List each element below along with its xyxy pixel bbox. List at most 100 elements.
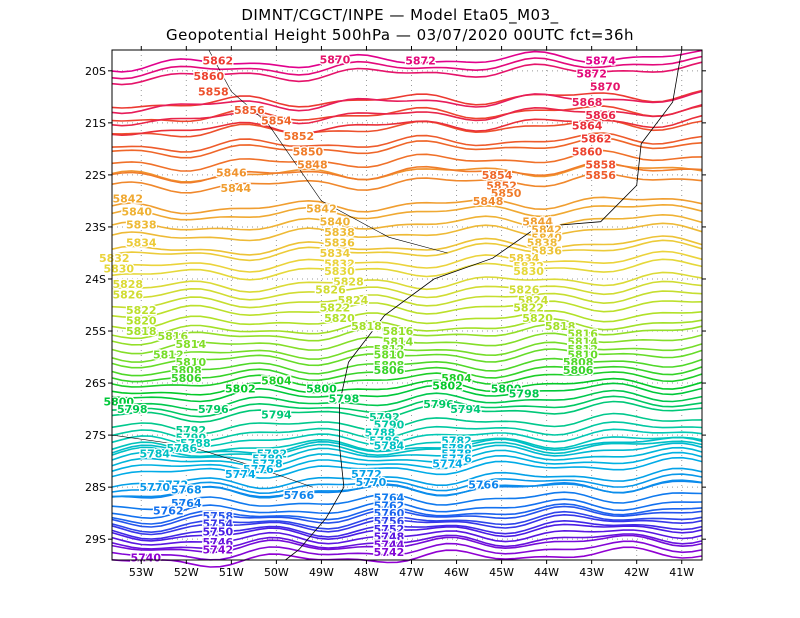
contour-label: 5858 (198, 86, 229, 99)
contour-line-5778 (111, 446, 703, 468)
x-tick-label: 52W (174, 566, 199, 579)
contour-line-5788 (111, 428, 703, 448)
contour-label: 5808 (374, 359, 405, 372)
contour-label: 5842 (306, 203, 337, 216)
contour-label: 5830 (324, 265, 355, 278)
contour-line-5768 (111, 479, 703, 499)
contour-label: 5796 (198, 403, 229, 416)
contour-line-5810 (111, 348, 703, 369)
contour-line-5832 (111, 250, 703, 273)
contour-line-5820 (111, 309, 703, 330)
contour-label: 5812 (153, 348, 184, 361)
contour-label: 5800 (306, 382, 337, 395)
contour-label: 5778 (441, 447, 472, 460)
contour-label: 5770 (356, 476, 387, 489)
contour-label: 5808 (563, 356, 594, 369)
contour-line-5824 (111, 290, 703, 309)
contour-line-5780 (111, 442, 703, 462)
contour-label: 5792 (176, 424, 207, 437)
contour-label: 5772 (351, 468, 382, 481)
contour-line-5862 (111, 89, 703, 109)
contour-label: 5800 (103, 395, 134, 408)
contour-label: 5840 (121, 205, 152, 218)
chart-title-line2: Geopotential Height 500hPa — 03/07/2020 … (166, 26, 634, 44)
contour-label: 5772 (157, 479, 188, 492)
contour-line-5742 (111, 540, 703, 561)
contour-label: 5800 (491, 382, 522, 395)
contour-label: 5784 (374, 440, 405, 453)
contour-label: 5764 (171, 497, 202, 510)
contour-line-5834 (111, 239, 703, 262)
y-axis: 20S 21S 22S 23S 24S 25S 26S 27S 28S 29S (85, 65, 706, 546)
contour-label: 5796 (423, 398, 454, 411)
contour-line-5750 (111, 523, 703, 542)
contour-line-5756 (111, 510, 703, 534)
contour-label: 5804 (441, 372, 472, 385)
x-axis: 53W 52W 51W 50W 49W 48W 47W 46W 45W 44W 43W 42W 41W (129, 46, 694, 579)
contour-label: 5832 (513, 260, 544, 273)
contour-label: 5812 (567, 343, 598, 356)
contour-label: 5848 (297, 158, 328, 171)
contour-labels: 5874587258705872587058685866586458625860… (98, 52, 622, 566)
state-border (208, 49, 448, 254)
contour-label: 5806 (374, 364, 405, 377)
contour-label: 5812 (374, 343, 405, 356)
contour-label: 5838 (324, 226, 355, 239)
contour-label: 5840 (531, 231, 562, 244)
contour-label: 5766 (468, 479, 499, 492)
contour-line-5854 (111, 136, 703, 159)
contour-label: 5870 (590, 80, 621, 93)
contour-line-5740 (111, 546, 703, 568)
contour-label: 5754 (203, 518, 234, 531)
contour-line-5840 (111, 213, 703, 231)
contour-line-5818 (111, 318, 703, 340)
contour-label: 5810 (176, 356, 207, 369)
contour-label: 5872 (405, 54, 436, 67)
contour-label: 5836 (324, 237, 355, 250)
contour-line-5836 (111, 235, 703, 256)
contour-label: 5802 (225, 382, 256, 395)
contour-label: 5744 (374, 538, 405, 551)
contour-label: 5762 (153, 505, 184, 518)
contour-line-5828 (111, 271, 703, 293)
contour-line-5848 (111, 172, 703, 194)
y-tick-label: 20S (85, 65, 106, 78)
contour-label: 5786 (166, 442, 197, 455)
contour-label: 5742 (374, 546, 405, 559)
contour-label: 5850 (491, 187, 522, 200)
contour-label: 5816 (567, 328, 598, 341)
contour-label: 5820 (126, 315, 157, 328)
contour-label: 5756 (374, 515, 405, 528)
contour-label: 5764 (374, 492, 405, 505)
contour-line-5784 (111, 440, 703, 458)
contour-line-5864 (111, 114, 703, 137)
contour-label: 5774 (225, 468, 256, 481)
contour-label: 5774 (432, 458, 463, 471)
contour-label: 5810 (374, 348, 405, 361)
contour-label: 5826 (509, 283, 540, 296)
contour-line-5822 (111, 300, 703, 319)
contour-line-5752 (111, 519, 703, 540)
y-tick-label: 28S (85, 481, 106, 494)
contour-line-5776 (111, 451, 703, 474)
contour-label: 5866 (585, 109, 616, 122)
contour-line-5744 (111, 534, 703, 554)
contour-line-5794 (111, 400, 703, 423)
contour-label: 5818 (545, 320, 576, 333)
contour-line-5764 (111, 491, 703, 511)
x-tick-label: 44W (534, 566, 559, 579)
contour-label: 5826 (315, 283, 346, 296)
y-tick-label: 25S (85, 325, 106, 338)
contour-line-5796 (111, 395, 703, 418)
contour-label: 5792 (369, 411, 400, 424)
contour-label: 5854 (482, 169, 513, 182)
state-border (111, 434, 313, 488)
contour-label: 5852 (284, 130, 315, 143)
contour-label: 5818 (126, 325, 157, 338)
contour-line-5792 (111, 412, 703, 435)
contour-label: 5802 (432, 380, 463, 393)
x-tick-label: 45W (489, 566, 514, 579)
contour-line-5806 (111, 365, 703, 383)
contour-line-5842 (111, 203, 703, 221)
x-tick-label: 50W (264, 566, 289, 579)
